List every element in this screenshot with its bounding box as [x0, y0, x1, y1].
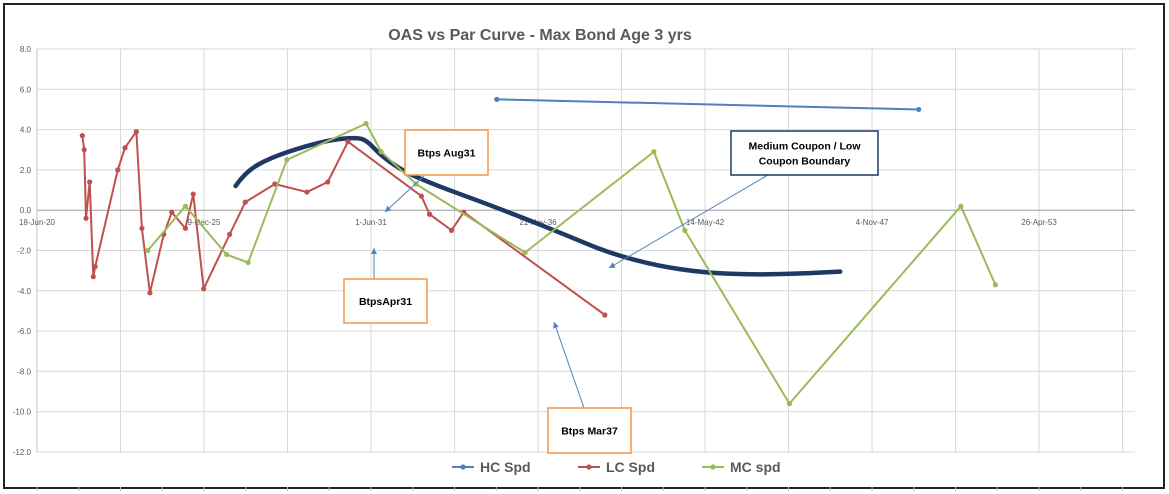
legend-item-hc-spd: HC Spd: [452, 459, 531, 475]
legend-label: MC spd: [730, 459, 781, 475]
data-point-lc-spd: [418, 193, 424, 199]
chart-border: [3, 3, 1165, 489]
y-tick-label: 6.0: [20, 85, 32, 94]
x-tick-label: 18-Jun-20: [19, 218, 56, 227]
data-point-mc-spd: [245, 259, 251, 266]
data-point-lc-spd: [122, 145, 128, 151]
data-point-lc-spd: [81, 147, 87, 153]
data-point-mc-spd: [182, 203, 188, 209]
x-tick-label: 9-Dec-25: [188, 218, 221, 227]
data-point-lc-spd: [227, 231, 233, 237]
annotation-label: Btps Aug31: [418, 148, 476, 160]
annotation-aug31: Btps Aug31: [384, 129, 489, 213]
series-layer: [79, 96, 998, 407]
data-point-lc-spd: [92, 264, 98, 270]
legend: HC Spd LC Spd MC spd: [452, 459, 781, 475]
y-tick-label: -2.0: [17, 247, 31, 256]
annotation-label: Btps Mar37: [561, 426, 618, 438]
annotations: Btps Aug31 BtpsApr31 Btps Mar37 Medium Coup…: [343, 129, 879, 454]
y-tick-label: -4.0: [17, 287, 31, 296]
annotation-label: Medium Coupon / Low: [749, 141, 862, 153]
data-point-lc-spd: [115, 167, 121, 173]
data-point-mc-spd: [363, 120, 369, 127]
data-point-mc-spd: [786, 401, 793, 407]
data-point-lc-spd: [147, 290, 153, 296]
series-lc-spd: [79, 129, 608, 318]
data-point-lc-spd: [139, 225, 145, 231]
data-point-lc-spd: [426, 211, 433, 217]
annotation-box: [547, 407, 632, 454]
series-line-mc-spd: [147, 122, 997, 405]
y-tick-label: 2.0: [20, 166, 32, 175]
data-point-mc-spd: [145, 247, 151, 254]
y-tick-label: -10.0: [13, 408, 32, 417]
data-point-mc-spd: [682, 227, 688, 233]
boundary-curve: [233, 135, 843, 277]
data-point-lc-spd: [242, 199, 248, 205]
annotation-arrow: [384, 174, 426, 213]
data-point-hc-spd: [916, 106, 922, 113]
legend-swatch-marker: [460, 464, 466, 470]
data-point-lc-spd: [602, 312, 608, 318]
legend-swatch-marker: [710, 464, 716, 470]
annotation-arrow: [608, 174, 769, 269]
data-point-lc-spd: [190, 191, 196, 197]
data-point-lc-spd: [79, 133, 85, 139]
data-point-lc-spd: [169, 209, 175, 215]
annotation-arrow: [553, 321, 585, 409]
x-tick-label: 4-Nov-47: [856, 218, 889, 227]
data-point-mc-spd: [284, 157, 290, 163]
series-hc-spd: [494, 96, 922, 113]
data-point-lc-spd: [87, 179, 93, 185]
annotation-box: [730, 130, 879, 176]
x-tick-label: 1-Jun-31: [355, 218, 387, 227]
data-point-mc-spd: [224, 251, 230, 258]
data-point-lc-spd: [304, 189, 310, 195]
data-point-mc-spd: [651, 149, 657, 155]
annotation-mar37: Btps Mar37: [547, 321, 632, 454]
data-point-lc-spd: [133, 129, 139, 135]
data-point-lc-spd: [83, 215, 89, 221]
x-tick-label: 14-May-42: [686, 218, 725, 227]
data-point-lc-spd: [345, 139, 351, 145]
annotation-box: [404, 129, 489, 176]
annotation-apr31: BtpsApr31: [343, 248, 428, 324]
annotation-boundary: Medium Coupon / Low Coupon Boundary: [608, 130, 879, 269]
series-mc-spd: [145, 120, 998, 407]
x-tick-label: 26-Apr-53: [1021, 218, 1057, 227]
data-point-mc-spd: [992, 282, 998, 288]
legend-item-lc-spd: LC Spd: [578, 459, 655, 475]
y-tick-label: -6.0: [17, 327, 31, 336]
annotation-box: [343, 278, 428, 324]
legend-label: HC Spd: [480, 459, 531, 475]
data-point-lc-spd: [201, 286, 207, 292]
chart-title: OAS vs Par Curve - Max Bond Age 3 yrs: [388, 27, 692, 44]
legend-label: LC Spd: [606, 459, 655, 475]
data-point-mc-spd: [522, 249, 528, 256]
legend-item-mc-spd: MC spd: [702, 459, 781, 475]
data-point-mc-spd: [378, 149, 384, 155]
data-point-lc-spd: [325, 179, 331, 185]
y-tick-label: 8.0: [20, 45, 32, 54]
y-tick-label: -8.0: [17, 367, 31, 376]
axes: 8.0 6.0 4.0 2.0 0.0 -2.0 -4.0 -6.0 -8.0 -10.0 -12.…: [13, 45, 1135, 491]
legend-swatch-marker: [586, 464, 592, 470]
y-tick-label: 0.0: [20, 206, 32, 215]
data-point-lc-spd: [182, 225, 188, 231]
y-tick-label: 4.0: [20, 126, 32, 135]
data-point-lc-spd: [448, 227, 455, 233]
data-point-lc-spd: [272, 181, 278, 187]
series-line-hc-spd: [496, 98, 919, 111]
data-point-lc-spd: [90, 274, 96, 280]
annotation-label: BtpsApr31: [359, 296, 412, 308]
data-point-hc-spd: [494, 96, 500, 102]
annotation-label: Coupon Boundary: [759, 156, 851, 168]
y-tick-label: -12.0: [13, 448, 32, 457]
data-point-mc-spd: [958, 203, 964, 209]
